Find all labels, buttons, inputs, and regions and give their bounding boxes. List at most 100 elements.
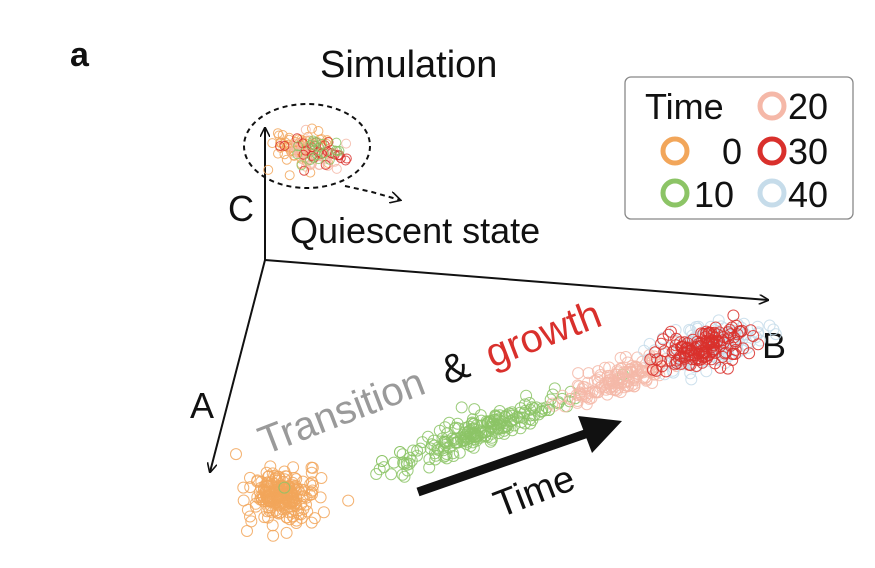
cell-point (606, 380, 619, 393)
cell-point (297, 475, 309, 488)
axis-a-line (210, 259, 266, 472)
cell-point (716, 350, 729, 363)
cell-point (275, 484, 288, 497)
cell-point (387, 456, 400, 469)
legend-label-0: 0 (722, 131, 742, 172)
cell-point (461, 426, 474, 439)
cell-point (468, 430, 481, 443)
cell-point (305, 155, 316, 166)
cell-point (662, 328, 675, 341)
cell-point (619, 351, 632, 363)
cell-point (313, 154, 324, 165)
cell-point (280, 526, 293, 539)
cell-point (614, 351, 627, 364)
cell-point (528, 409, 541, 422)
cell-point (498, 427, 511, 440)
cell-point (283, 513, 296, 526)
cell-point (705, 335, 718, 348)
legend-marker-30 (757, 136, 787, 166)
cell-point (287, 510, 299, 523)
cell-point (462, 420, 475, 433)
axis-b-line (264, 259, 768, 300)
cell-point (237, 481, 250, 494)
cell-point (744, 324, 757, 337)
cell-point (260, 466, 273, 479)
cell-point (330, 145, 341, 156)
cell-point (440, 448, 453, 460)
cell-point (664, 354, 677, 367)
cell-point (520, 389, 533, 402)
legend-label-10: 10 (694, 174, 734, 215)
cell-point (281, 154, 292, 165)
cell-point (279, 149, 290, 160)
legend-marker-0 (660, 136, 690, 166)
axis-b-label: B (762, 325, 786, 366)
cell-point (396, 448, 409, 461)
cell-point (468, 403, 481, 416)
cell-point (268, 496, 281, 509)
cell-point (599, 376, 612, 389)
legend-marker-10 (660, 178, 690, 208)
cell-point (572, 367, 585, 380)
cell-point (621, 356, 634, 369)
panel-label: a (70, 36, 90, 74)
cell-point (601, 369, 614, 382)
cell-point (376, 455, 388, 467)
cell-point (259, 478, 272, 491)
cell-point (564, 393, 576, 405)
cell-point (548, 382, 561, 395)
cell-point (487, 420, 500, 433)
cell-point (490, 418, 503, 431)
cell-point (439, 449, 452, 462)
cell-point (297, 138, 308, 149)
cell-point (611, 364, 624, 377)
cell-point (571, 395, 584, 407)
cell-point (315, 472, 328, 484)
cell-point (279, 140, 290, 151)
cluster-t10 (278, 368, 629, 494)
cell-point (556, 389, 569, 402)
cell-point (582, 367, 595, 380)
time-arrow-label: Time (488, 457, 581, 526)
cell-point (300, 124, 311, 135)
cell-point (675, 340, 687, 353)
cell-point (264, 499, 277, 512)
cell-point (479, 425, 492, 438)
legend-marker-20 (757, 91, 787, 121)
cell-point (734, 325, 747, 338)
cell-point (405, 454, 418, 467)
cell-point (298, 484, 311, 497)
cell-point (249, 500, 262, 513)
cell-point (481, 417, 494, 430)
cell-point (320, 154, 331, 165)
cell-point (429, 453, 442, 466)
cell-point (628, 380, 641, 393)
cell-point (474, 409, 487, 422)
cell-point (700, 365, 713, 378)
cell-point (292, 149, 303, 160)
cell-point (318, 148, 329, 159)
cell-point (308, 512, 321, 525)
cell-point (708, 326, 721, 339)
time-arrow (416, 416, 622, 497)
legend-title: Time (645, 86, 724, 127)
cell-point (475, 414, 488, 427)
cell-point (292, 133, 303, 144)
quiescent-label: Quiescent state (290, 210, 540, 251)
cell-point (423, 461, 436, 474)
legend-marker-40 (757, 178, 787, 208)
cell-point (603, 361, 616, 374)
cell-point (306, 150, 317, 161)
cell-point (254, 490, 267, 503)
cell-point (317, 138, 328, 149)
cell-point (319, 140, 330, 151)
cell-point (251, 475, 264, 488)
cell-point (507, 413, 520, 426)
cell-point (306, 488, 318, 501)
cluster-t0 (230, 448, 355, 542)
cell-point (644, 353, 657, 366)
legend: Time 20 0 30 10 40 (624, 76, 854, 220)
cell-point (493, 409, 506, 422)
cell-point (293, 141, 304, 152)
